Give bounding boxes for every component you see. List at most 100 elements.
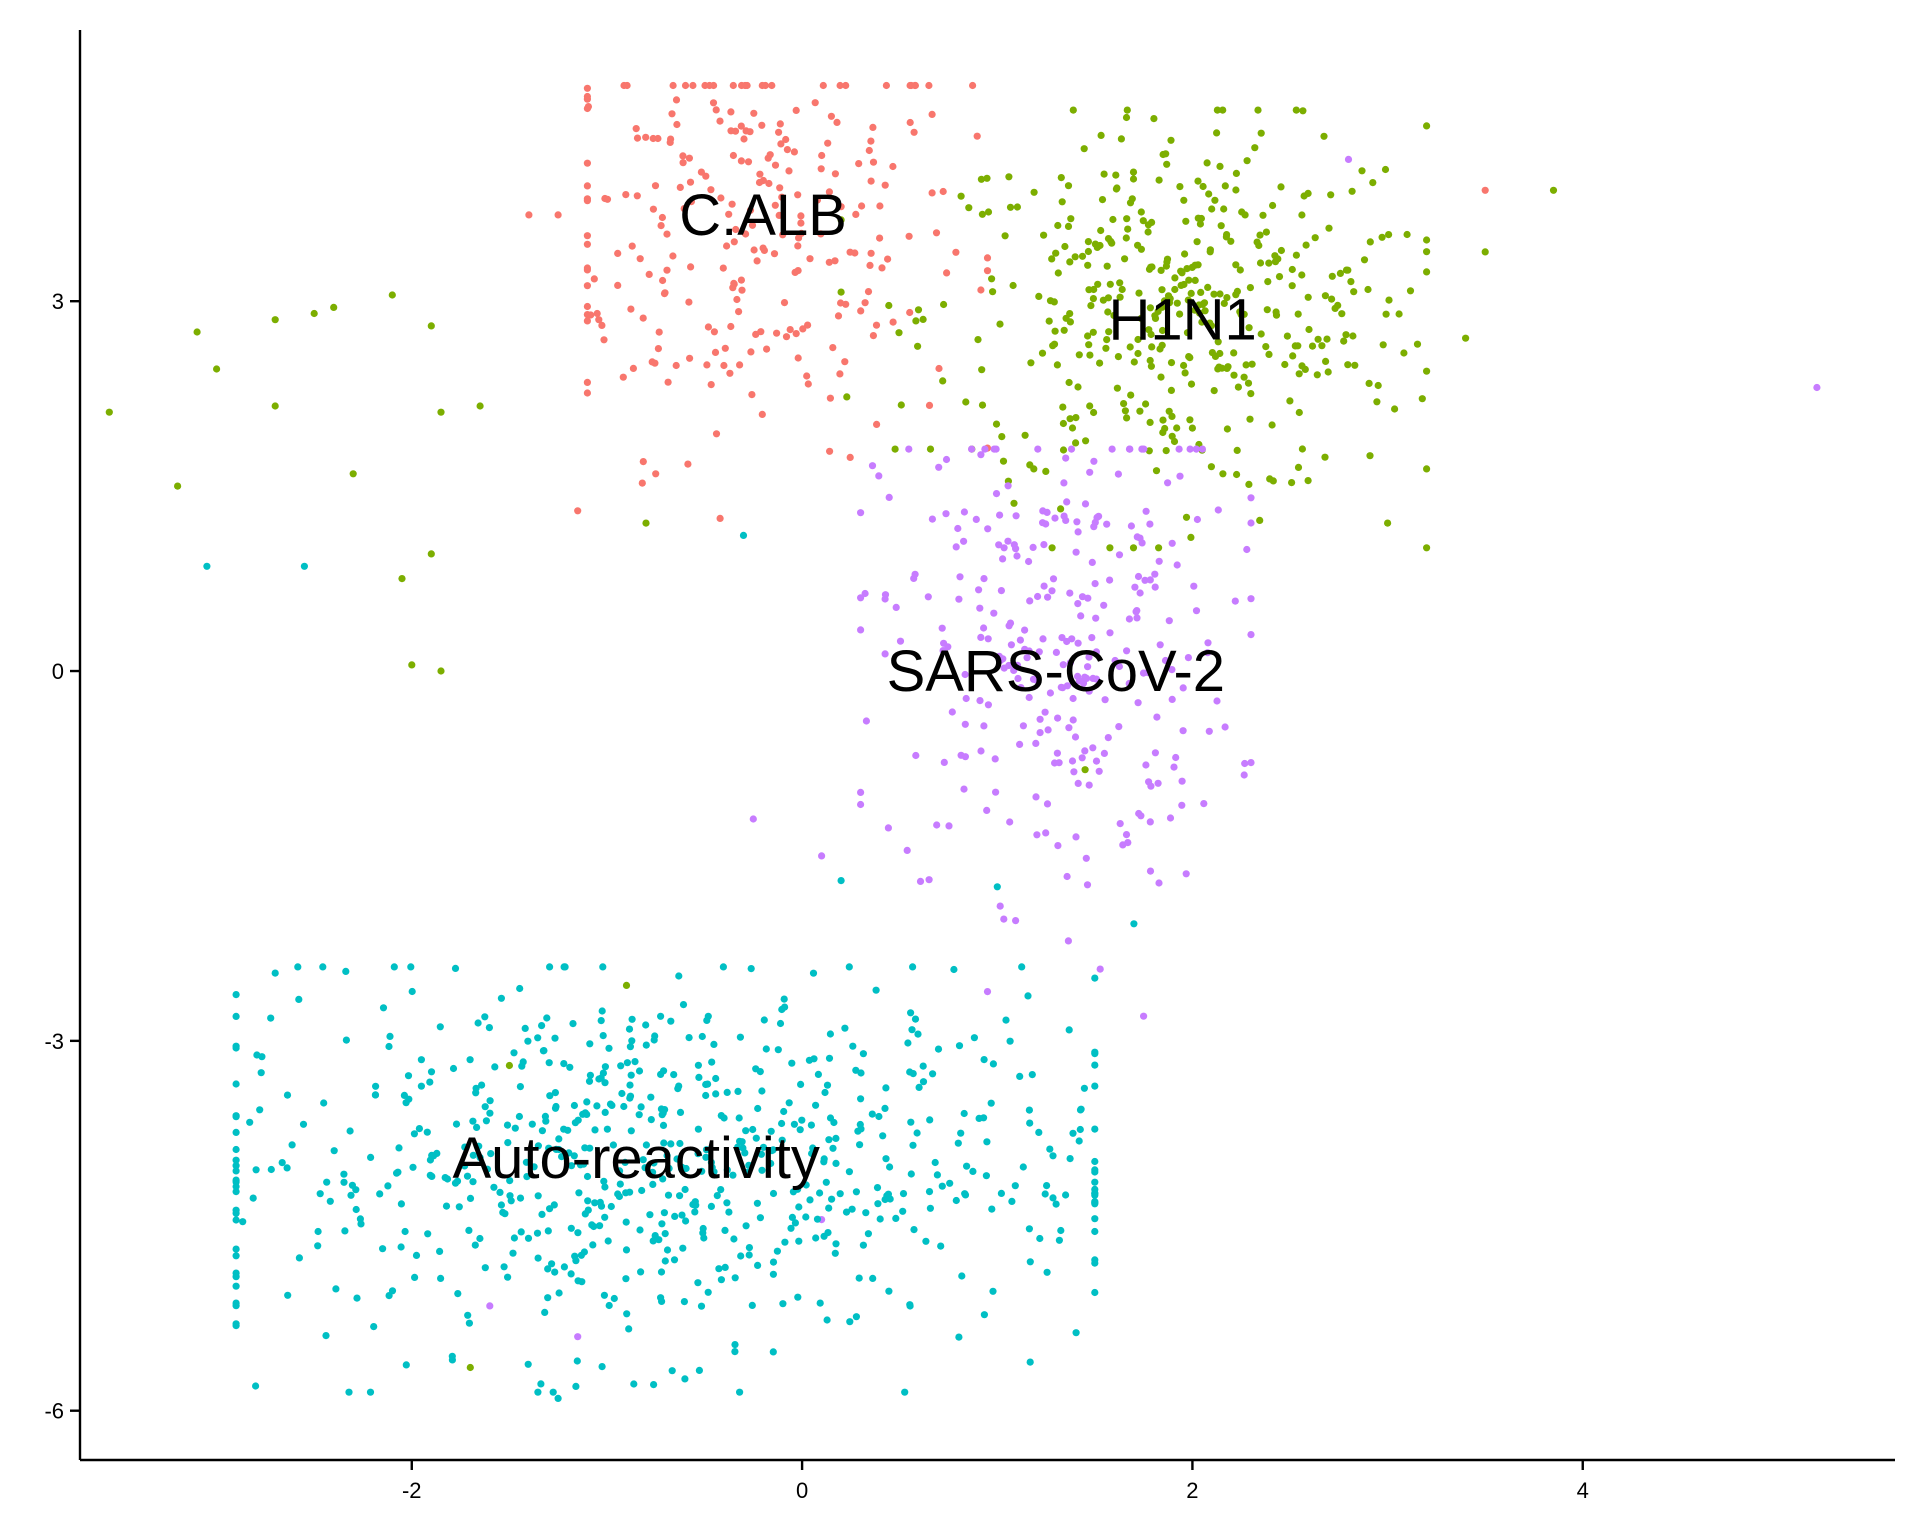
data-point (1073, 518, 1081, 526)
data-point (651, 182, 660, 190)
data-point (583, 1098, 591, 1106)
data-point (717, 1112, 725, 1120)
data-point (912, 751, 920, 760)
data-point (1481, 186, 1489, 194)
data-point (1241, 759, 1249, 768)
data-point (977, 747, 985, 755)
data-point (522, 1158, 531, 1166)
data-point (341, 1227, 349, 1235)
data-point (1063, 682, 1071, 690)
data-point (1089, 295, 1097, 303)
data-point (1071, 733, 1080, 741)
data-point (628, 1037, 636, 1045)
data-point (956, 573, 964, 581)
data-point (538, 1210, 546, 1218)
data-point (669, 81, 677, 90)
data-point (834, 312, 843, 320)
data-point (1283, 332, 1291, 340)
data-point (1126, 343, 1134, 351)
data-point (685, 154, 694, 162)
data-point (686, 354, 694, 362)
data-point (583, 282, 592, 290)
data-point (469, 1151, 477, 1159)
data-point (869, 123, 877, 131)
data-point (773, 329, 781, 337)
data-point (1048, 255, 1056, 263)
data-point (1025, 557, 1033, 566)
data-point (1308, 342, 1317, 350)
data-point (721, 1263, 729, 1271)
data-point (1061, 242, 1069, 251)
data-point (829, 1144, 837, 1152)
data-point (735, 308, 743, 316)
data-point (232, 1162, 240, 1170)
data-point (1223, 425, 1231, 433)
data-point (675, 972, 683, 980)
data-point (873, 420, 881, 428)
data-point (1084, 247, 1092, 256)
data-point (1091, 1288, 1099, 1297)
data-point (472, 1084, 480, 1092)
data-point (778, 1136, 786, 1144)
data-point (1057, 683, 1065, 691)
data-point (1188, 424, 1196, 432)
data-point (1301, 365, 1309, 373)
data-point (957, 1129, 965, 1137)
data-point (1423, 248, 1431, 256)
data-point (778, 193, 786, 201)
data-point (987, 1099, 995, 1107)
data-point (1187, 380, 1196, 388)
data-point (1176, 183, 1184, 191)
data-point (1011, 1182, 1019, 1190)
data-point (571, 1252, 579, 1260)
data-point (790, 148, 799, 156)
data-point (1081, 500, 1090, 508)
data-point (1311, 234, 1319, 242)
data-point (1384, 519, 1392, 527)
data-point (1117, 135, 1125, 143)
data-point (1029, 675, 1038, 683)
data-point (1173, 424, 1181, 432)
data-point (1140, 1012, 1148, 1020)
data-point (647, 1116, 655, 1124)
data-point (904, 1039, 912, 1047)
data-point (969, 1167, 977, 1175)
data-point (852, 210, 860, 218)
data-point (821, 1088, 829, 1097)
data-point (232, 1176, 240, 1184)
data-point (1221, 723, 1229, 731)
data-point (814, 1070, 823, 1078)
data-point (534, 1388, 542, 1396)
data-point (1091, 1157, 1099, 1166)
data-point (796, 1126, 804, 1134)
data-point (583, 197, 592, 205)
data-point (1146, 520, 1154, 528)
data-point (1080, 145, 1088, 153)
data-point (605, 1044, 613, 1052)
data-point (978, 210, 987, 218)
data-point (806, 1196, 814, 1204)
data-point (665, 1164, 673, 1172)
data-point (641, 1164, 649, 1172)
data-point (388, 291, 396, 299)
data-point (1185, 353, 1193, 361)
data-point (909, 1141, 917, 1149)
data-point (977, 633, 985, 642)
data-point (832, 1159, 840, 1167)
data-point (672, 361, 680, 370)
data-point (1019, 1163, 1027, 1171)
data-point (257, 1069, 265, 1077)
data-point (1090, 408, 1098, 417)
data-point (1185, 276, 1193, 284)
data-point (1054, 269, 1062, 277)
data-point (651, 1232, 659, 1240)
data-point (423, 1128, 431, 1136)
data-point (1121, 407, 1129, 415)
data-point (570, 1152, 578, 1160)
data-point (1344, 155, 1353, 163)
data-point (952, 248, 960, 256)
data-point (760, 1016, 768, 1024)
data-point (1233, 287, 1241, 295)
data-point (1040, 231, 1048, 239)
data-point (749, 1125, 757, 1134)
